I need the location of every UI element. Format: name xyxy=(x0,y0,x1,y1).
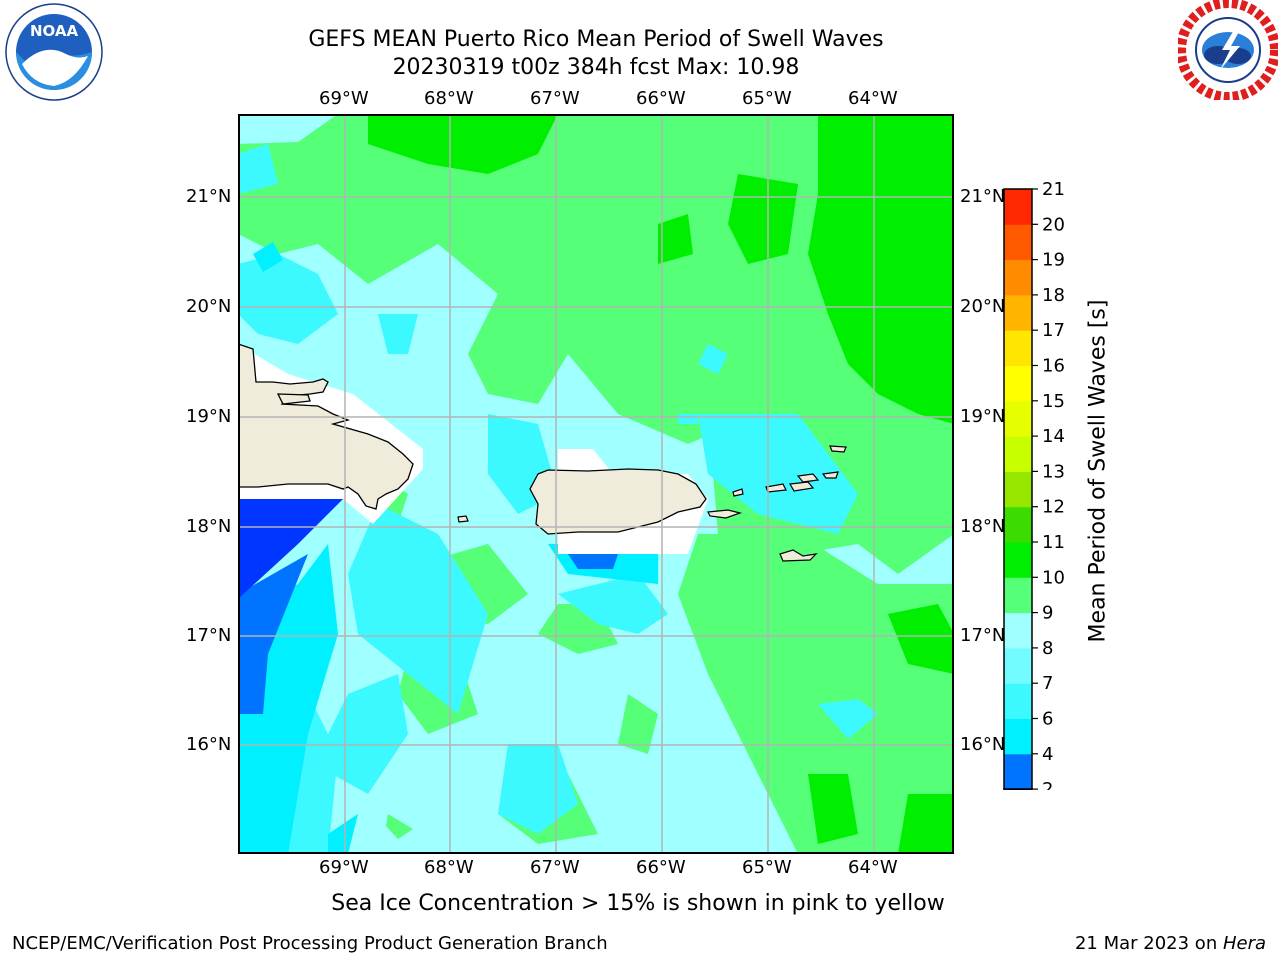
colorbar-band xyxy=(1004,718,1032,755)
lon-label-bottom: 67°W xyxy=(530,857,580,878)
colorbar-tick-label: 16 xyxy=(1042,356,1065,377)
colorbar-band xyxy=(1004,471,1032,508)
map-panel xyxy=(237,114,954,854)
colorbar-tick-label: 12 xyxy=(1042,497,1065,518)
colorbar: 2 4 6 7 8 9 10 11 12 13 14 15 16 17 18 19 20 21 xyxy=(996,179,1086,819)
lat-label-right: 17°N xyxy=(960,625,1006,646)
colorbar-band xyxy=(1004,224,1032,261)
colorbar-frame xyxy=(1003,188,1033,790)
colorbar-tick-label: 8 xyxy=(1042,638,1053,659)
colorbar-band xyxy=(1004,612,1032,649)
lat-label-right: 20°N xyxy=(960,296,1006,317)
footer-machine: Hera xyxy=(1222,933,1266,954)
colorbar-tick-label: 7 xyxy=(1042,673,1053,694)
lat-label-right: 18°N xyxy=(960,516,1006,537)
map-title: GEFS MEAN Puerto Rico Mean Period of Swe… xyxy=(308,27,884,52)
colorbar-band xyxy=(1004,542,1032,578)
colorbar-band xyxy=(1004,259,1032,296)
lat-label-right: 19°N xyxy=(960,406,1006,427)
lon-label-bottom: 66°W xyxy=(636,857,686,878)
colorbar-tick-label: 21 xyxy=(1042,180,1065,200)
colorbar-tick-label: 15 xyxy=(1042,391,1065,412)
lon-label-top: 68°W xyxy=(424,88,474,109)
colorbar-band xyxy=(1004,189,1032,225)
lon-label-bottom: 69°W xyxy=(319,857,369,878)
lon-label-top: 64°W xyxy=(848,88,898,109)
colorbar-tick-label: 9 xyxy=(1042,603,1053,624)
colorbar-band xyxy=(1004,577,1032,614)
lat-label-left: 18°N xyxy=(186,516,232,537)
colorbar-tick-label: 14 xyxy=(1042,426,1065,447)
lon-label-top: 69°W xyxy=(319,88,369,109)
colorbar-tick-label: 19 xyxy=(1042,250,1065,271)
colorbar-band xyxy=(1004,294,1032,331)
colorbar-tick-label: 6 xyxy=(1042,709,1053,730)
sea-ice-note: Sea Ice Concentration > 15% is shown in … xyxy=(331,891,945,916)
lon-label-top: 67°W xyxy=(530,88,580,109)
swell-period-map xyxy=(237,114,954,854)
colorbar-band xyxy=(1004,753,1032,790)
lat-label-left: 16°N xyxy=(186,734,232,755)
footer-date-text: 21 Mar 2023 on xyxy=(1074,933,1223,954)
lon-label-bottom: 68°W xyxy=(424,857,474,878)
colorbar-tick-label: 11 xyxy=(1042,532,1065,553)
colorbar-band xyxy=(1004,683,1032,719)
map-subtitle: 20230319 t00z 384h fcst Max: 10.98 xyxy=(392,55,800,80)
lat-label-left: 20°N xyxy=(186,296,232,317)
colorbar-band xyxy=(1004,436,1032,472)
colorbar-tick-label: 13 xyxy=(1042,461,1065,482)
colorbar-band xyxy=(1004,400,1032,437)
colorbar-tick-label: 17 xyxy=(1042,320,1065,341)
lon-label-top: 65°W xyxy=(742,88,792,109)
colorbar-band xyxy=(1004,365,1032,402)
noaa-logo-text: NOAA xyxy=(30,22,79,40)
colorbar-band xyxy=(1004,506,1032,543)
colorbar-label: Mean Period of Swell Waves [s] xyxy=(1085,299,1111,643)
colorbar-graphic: 2 4 6 7 8 9 10 11 12 13 14 15 16 17 18 19 20 21 xyxy=(1002,179,1065,819)
lat-label-right: 16°N xyxy=(960,734,1006,755)
footer-date: 21 Mar 2023 on Hera xyxy=(1075,933,1266,954)
colorbar-tick-label: 18 xyxy=(1042,285,1065,306)
nws-logo-icon xyxy=(1176,0,1280,102)
colorbar-band xyxy=(1004,647,1032,684)
lon-label-bottom: 64°W xyxy=(848,857,898,878)
lat-label-right: 21°N xyxy=(960,186,1006,207)
colorbar-tick-label: 20 xyxy=(1042,214,1065,235)
footer-org: NCEP/EMC/Verification Post Processing Pr… xyxy=(12,933,608,954)
colorbar-band xyxy=(1004,330,1032,366)
colorbar-tick-label: 10 xyxy=(1042,567,1065,588)
lat-label-left: 21°N xyxy=(186,186,232,207)
lon-label-bottom: 65°W xyxy=(742,857,792,878)
colorbar-tick-label: 2 xyxy=(1042,779,1053,790)
lat-label-left: 17°N xyxy=(186,625,232,646)
lat-label-left: 19°N xyxy=(186,406,232,427)
colorbar-tick-label: 4 xyxy=(1042,744,1053,765)
lon-label-top: 66°W xyxy=(636,88,686,109)
noaa-logo-icon: NOAA xyxy=(4,2,104,102)
